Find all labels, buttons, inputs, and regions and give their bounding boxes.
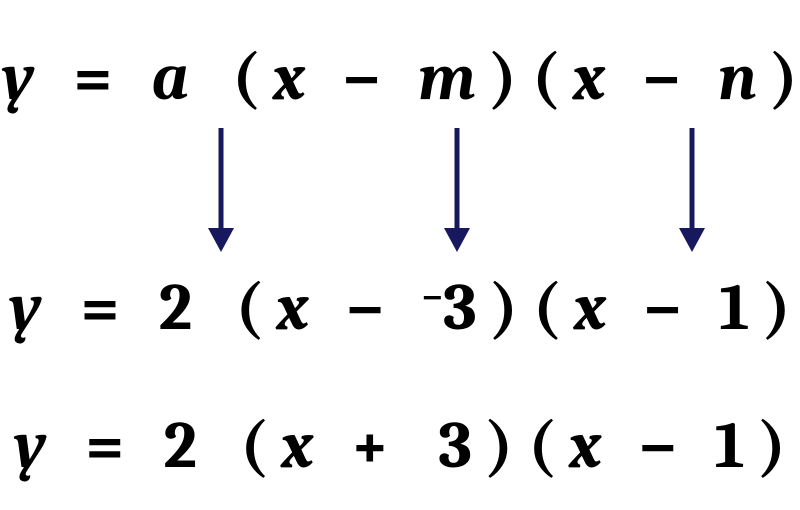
lparen-1: ( <box>240 408 267 484</box>
coef-2: 2 <box>159 270 192 346</box>
coef-a: a <box>152 40 189 116</box>
var-x-1: x <box>281 408 313 484</box>
equals-sign: = <box>85 408 124 484</box>
arrow-a <box>208 128 234 252</box>
rparen-1: ) <box>487 408 514 484</box>
var-x-2: x <box>574 270 606 346</box>
rparen-2: ) <box>764 270 791 346</box>
math-diagram: y = a ( x − m ) ( x − n ) y = 2 ( x − −3… <box>0 0 800 510</box>
minus-2: − <box>638 408 677 484</box>
var-y: y <box>14 408 46 484</box>
lparen-1: ( <box>232 40 259 116</box>
root-m-value: 3 <box>438 408 472 484</box>
minus-1: − <box>342 40 381 116</box>
rparen-2: ) <box>759 408 786 484</box>
minus-2: − <box>642 40 681 116</box>
equals-sign: = <box>81 270 120 346</box>
var-y: y <box>2 40 34 116</box>
minus-1: − <box>346 270 385 346</box>
var-x-1: x <box>273 40 305 116</box>
lparen-2: ( <box>533 270 560 346</box>
var-y: y <box>9 270 41 346</box>
var-x-1: x <box>277 270 309 346</box>
arrow-n <box>679 128 705 252</box>
plus-1: + <box>350 408 389 484</box>
root-n: n <box>718 40 756 116</box>
minus-2: − <box>643 270 682 346</box>
root-m: m <box>418 40 475 116</box>
coef-2: 2 <box>163 408 196 484</box>
lparen-1: ( <box>235 270 262 346</box>
arrow-m <box>444 128 470 252</box>
rparen-2: ) <box>771 40 798 116</box>
root-m-value: 3 <box>443 270 477 346</box>
lparen-2: ( <box>532 40 559 116</box>
var-x-2: x <box>569 408 601 484</box>
rparen-1: ) <box>491 270 518 346</box>
equals-sign: = <box>73 40 112 116</box>
equation-substituted: y = 2 ( x − −3 ) ( x − 1 ) <box>0 270 800 346</box>
root-n-value: 1 <box>719 270 749 346</box>
rparen-1: ) <box>490 40 517 116</box>
lparen-2: ( <box>528 408 555 484</box>
equation-simplified: y = 2 ( x + 3 ) ( x − 1 ) <box>0 408 800 484</box>
neg-sign: − <box>422 276 444 318</box>
equation-general-form: y = a ( x − m ) ( x − n ) <box>0 40 800 116</box>
root-n-value: 1 <box>714 408 744 484</box>
var-x-2: x <box>573 40 605 116</box>
